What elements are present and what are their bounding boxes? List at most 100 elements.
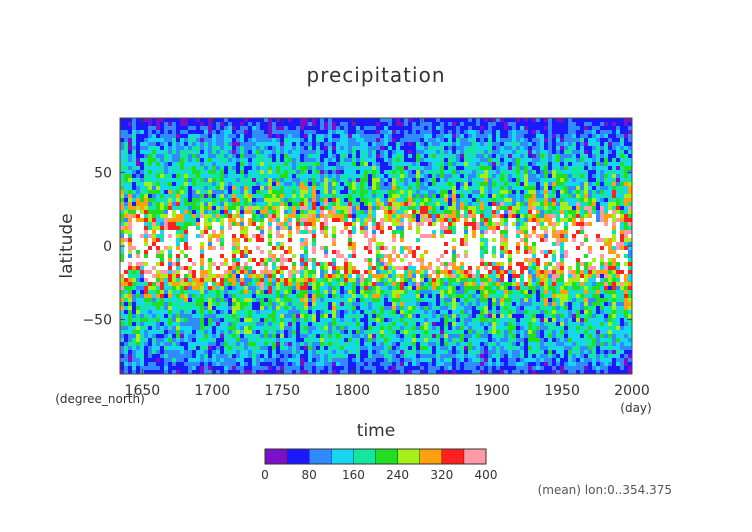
heatmap-cell [308, 294, 313, 299]
heatmap-cell [208, 246, 213, 251]
heatmap-cell [244, 150, 249, 155]
heatmap-cell [144, 142, 149, 147]
heatmap-cell [360, 302, 365, 307]
heatmap-cell [324, 274, 329, 279]
heatmap-cell [328, 162, 333, 167]
heatmap-cell [156, 162, 161, 167]
heatmap-cell [372, 286, 377, 291]
heatmap-cell [364, 118, 369, 123]
heatmap-cell [196, 198, 201, 203]
heatmap-cell [192, 366, 197, 371]
heatmap-cell [348, 314, 353, 319]
heatmap-cell [332, 282, 337, 287]
heatmap-cell [324, 314, 329, 319]
heatmap-cell [328, 206, 333, 211]
heatmap-cell [420, 270, 425, 275]
heatmap-cell [240, 182, 245, 187]
heatmap-cell [244, 274, 249, 279]
heatmap-cell [280, 310, 285, 315]
heatmap-cell [216, 246, 221, 251]
heatmap-cell [356, 150, 361, 155]
heatmap-cell [184, 130, 189, 135]
heatmap-cell [320, 238, 325, 243]
heatmap-cell [236, 186, 241, 191]
heatmap-cell [264, 222, 269, 227]
heatmap-cell [200, 126, 205, 131]
heatmap-cell [148, 362, 153, 367]
heatmap-cell [276, 190, 281, 195]
heatmap-cell [180, 350, 185, 355]
heatmap-cell [416, 350, 421, 355]
heatmap-cell [248, 310, 253, 315]
heatmap-cell [280, 338, 285, 343]
heatmap-cell [272, 194, 277, 199]
heatmap-cell [312, 166, 317, 171]
heatmap-cell [392, 150, 397, 155]
heatmap-cell [292, 254, 297, 259]
heatmap-cell [208, 286, 213, 291]
heatmap-cell [176, 358, 181, 363]
heatmap-cell [276, 370, 281, 375]
heatmap-cell [196, 142, 201, 147]
heatmap-cell [196, 242, 201, 247]
heatmap-cell [124, 322, 129, 327]
heatmap-cell [184, 270, 189, 275]
heatmap-cell [388, 238, 393, 243]
heatmap-cell [260, 210, 265, 215]
heatmap-cell [232, 194, 237, 199]
heatmap-cell [128, 258, 133, 263]
heatmap-cell [212, 266, 217, 271]
heatmap-cell [344, 130, 349, 135]
heatmap-cell [172, 150, 177, 155]
heatmap-cell [380, 166, 385, 171]
heatmap-cell [192, 298, 197, 303]
heatmap-cell [372, 358, 377, 363]
heatmap-cell [416, 362, 421, 367]
heatmap-cell [160, 206, 165, 211]
heatmap-cell [400, 254, 405, 259]
heatmap-cell [340, 366, 345, 371]
heatmap-cell [316, 322, 321, 327]
heatmap-cell [192, 162, 197, 167]
heatmap-cell [400, 166, 405, 171]
heatmap-cell [128, 134, 133, 139]
heatmap-cell [340, 186, 345, 191]
heatmap-cell [156, 142, 161, 147]
heatmap-cell [388, 202, 393, 207]
heatmap-cell [268, 274, 273, 279]
heatmap-cell [412, 210, 417, 215]
heatmap-cell [284, 366, 289, 371]
heatmap-cell [352, 230, 357, 235]
heatmap-cell [260, 326, 265, 331]
heatmap-cell [312, 214, 317, 219]
heatmap-cell [228, 206, 233, 211]
heatmap-cell [416, 318, 421, 323]
heatmap-cell [260, 286, 265, 291]
heatmap-cell [188, 350, 193, 355]
heatmap-cell [200, 322, 205, 327]
heatmap-cell [200, 306, 205, 311]
heatmap-cell [356, 242, 361, 247]
heatmap-cell [128, 246, 133, 251]
heatmap-cell [228, 282, 233, 287]
heatmap-cell [384, 194, 389, 199]
heatmap-cell [220, 178, 225, 183]
heatmap-cell [164, 186, 169, 191]
heatmap-cell [364, 274, 369, 279]
heatmap-cell [128, 278, 133, 283]
heatmap-cell [120, 346, 125, 351]
heatmap-cell [420, 154, 425, 159]
heatmap-cell [328, 154, 333, 159]
heatmap-cell [336, 158, 341, 163]
heatmap-cell [388, 142, 393, 147]
heatmap-cell [164, 194, 169, 199]
heatmap-cell [224, 138, 229, 143]
heatmap-cell [140, 362, 145, 367]
heatmap-cell [272, 342, 277, 347]
heatmap-cell [144, 274, 149, 279]
heatmap-cell [316, 134, 321, 139]
heatmap-cell [200, 254, 205, 259]
heatmap-cell [232, 282, 237, 287]
heatmap-cell [340, 350, 345, 355]
heatmap-cell [328, 362, 333, 367]
